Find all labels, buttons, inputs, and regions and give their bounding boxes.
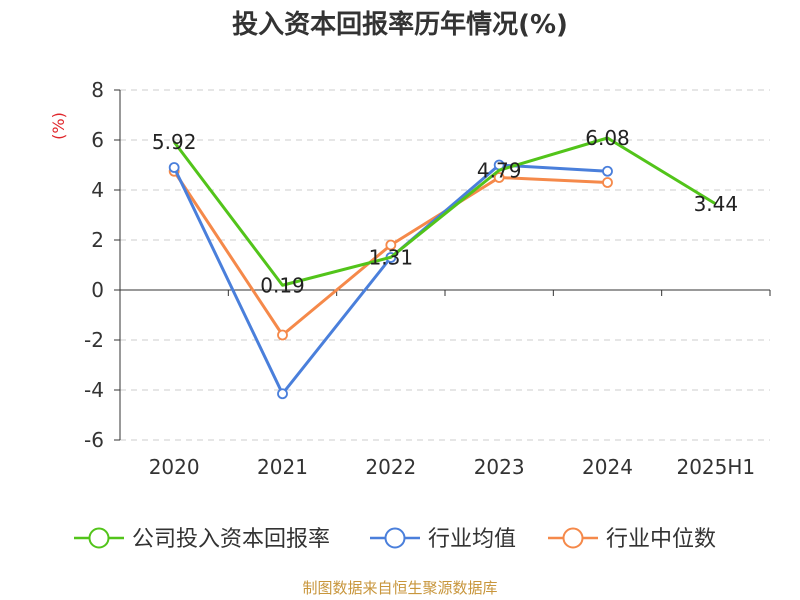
x-tick-label: 2022 xyxy=(365,455,416,479)
data-label: 5.92 xyxy=(152,130,197,154)
legend-marker xyxy=(88,527,110,549)
data-point xyxy=(385,239,397,251)
data-point xyxy=(277,388,288,400)
series-line-2 xyxy=(172,163,608,396)
y-tick-label: 8 xyxy=(91,78,104,102)
x-tick-label: 2023 xyxy=(474,455,525,479)
data-point xyxy=(602,177,613,188)
data-point xyxy=(602,165,613,177)
y-tick-label: 6 xyxy=(91,128,104,152)
y-tick-label: 0 xyxy=(91,278,104,302)
legend-marker xyxy=(562,527,584,549)
data-label: 3.44 xyxy=(694,192,739,216)
data-label: 1.31 xyxy=(369,245,414,269)
data-label: 4.79 xyxy=(477,158,522,182)
x-tick-label: 2025H1 xyxy=(676,455,755,479)
data-point xyxy=(277,329,288,341)
y-tick-label: -6 xyxy=(84,428,104,452)
series-line-1 xyxy=(172,136,717,287)
x-tick-label: 2020 xyxy=(149,455,200,479)
x-tick-label: 2021 xyxy=(257,455,308,479)
y-axis-label: (%) xyxy=(49,112,68,140)
y-tick-label: 2 xyxy=(91,228,104,252)
y-tick-label: 4 xyxy=(91,178,104,202)
data-point xyxy=(493,172,505,183)
data-label: 0.19 xyxy=(260,273,305,297)
y-tick-label: -4 xyxy=(84,378,104,402)
x-tick-label: 2024 xyxy=(582,455,633,479)
chart-title: 投入资本回报率历年情况(%) xyxy=(232,10,568,40)
data-point xyxy=(168,162,180,173)
legend-label: 行业均值 xyxy=(428,527,516,552)
legend-marker xyxy=(384,527,406,549)
y-tick-label: -2 xyxy=(84,328,104,352)
legend-label: 公司投入资本回报率 xyxy=(132,527,330,552)
source-note: 制图数据来自恒生聚源数据库 xyxy=(302,579,498,597)
legend-label: 行业中位数 xyxy=(606,527,716,552)
data-label: 6.08 xyxy=(585,126,630,150)
